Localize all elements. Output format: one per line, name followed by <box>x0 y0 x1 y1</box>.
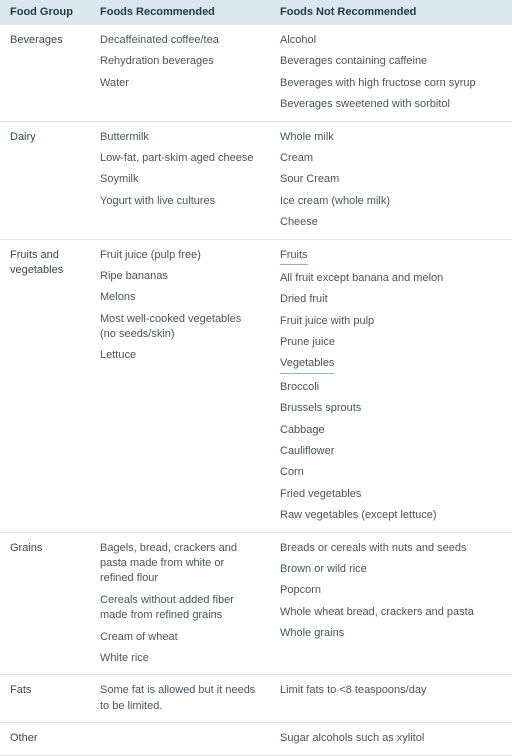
item-list: Fruits All fruit except banana and melon D… <box>280 248 502 524</box>
list-item: Whole wheat bread, crackers and pasta <box>280 605 502 620</box>
list-item: Decaffeinated coffee/tea <box>100 33 260 48</box>
not-recommended-cell: Fruits All fruit except banana and melon D… <box>270 239 512 532</box>
food-group-cell: Beverages <box>0 25 90 122</box>
table-row: GrainsBagels, bread, crackers and pasta … <box>0 532 512 675</box>
not-recommended-cell: Alcohol Beverages containing caffeine Beve… <box>270 25 512 122</box>
list-item: Beverages with high fructose corn syrup <box>280 76 502 91</box>
not-recommended-cell: Sugar alcohols such as xylitol <box>270 723 512 755</box>
recommended-cell <box>90 723 270 755</box>
list-item: Popcorn <box>280 583 502 598</box>
list-item: Cereals without added fiber made from re… <box>100 593 260 624</box>
list-item: Fruit juice (pulp free) <box>100 248 260 263</box>
recommended-cell: Some fat is allowed but it needs to be l… <box>90 675 270 723</box>
subheading-label: Fruits <box>280 248 308 265</box>
table-row: Other Sugar alcohols such as xylitol <box>0 723 512 755</box>
list-item: Beverages sweetened with sorbitol <box>280 97 502 112</box>
list-item: Ice cream (whole milk) <box>280 194 502 209</box>
not-recommended-cell: Breads or cereals with nuts and seeds Bro… <box>270 532 512 675</box>
food-group-cell: Dairy <box>0 121 90 239</box>
column-header-not-recommended: Foods Not Recommended <box>270 0 512 25</box>
list-item: Beverages containing caffeine <box>280 54 502 69</box>
table-header-row: Food Group Foods Recommended Foods Not R… <box>0 0 512 25</box>
list-item: Cabbage <box>280 423 502 438</box>
list-item: All fruit except banana and melon <box>280 271 502 286</box>
item-list: Sugar alcohols such as xylitol <box>280 731 502 746</box>
list-item: Brussels sprouts <box>280 401 502 416</box>
list-item: Cream <box>280 151 502 166</box>
list-item: Sour Cream <box>280 172 502 187</box>
list-item: Breads or cereals with nuts and seeds <box>280 541 502 556</box>
list-item: Whole milk <box>280 130 502 145</box>
item-list: Breads or cereals with nuts and seeds Bro… <box>280 541 502 642</box>
table-row: Fruits and vegetablesFruit juice (pulp f… <box>0 239 512 532</box>
list-item: Some fat is allowed but it needs to be l… <box>100 683 260 714</box>
list-item: Cheese <box>280 215 502 230</box>
not-recommended-cell: Whole milk Cream Sour Cream Ice cream (whol… <box>270 121 512 239</box>
food-group-cell: Other <box>0 723 90 755</box>
list-item: Lettuce <box>100 348 260 363</box>
item-list: Some fat is allowed but it needs to be l… <box>100 683 260 714</box>
list-item: Fried vegetables <box>280 487 502 502</box>
list-item: Limit fats to <8 teaspoons/day <box>280 683 502 698</box>
list-item: Dried fruit <box>280 292 502 307</box>
list-item: Cream of wheat <box>100 630 260 645</box>
item-list: Decaffeinated coffee/tea Rehydration beve… <box>100 33 260 91</box>
item-list: Buttermilk Low-fat, part-skim aged cheese… <box>100 130 260 210</box>
list-item: Rehydration beverages <box>100 54 260 69</box>
list-item: Ripe bananas <box>100 269 260 284</box>
list-item: Water <box>100 76 260 91</box>
list-item: Prune juice <box>280 335 502 350</box>
table-row: Dairy Buttermilk Low-fat, part-skim aged c… <box>0 121 512 239</box>
food-group-cell: Fruits and vegetables <box>0 239 90 532</box>
list-item: Buttermilk <box>100 130 260 145</box>
item-list: Bagels, bread, crackers and pasta made f… <box>100 541 260 667</box>
list-item: Fruit juice with pulp <box>280 314 502 329</box>
list-item: Sugar alcohols such as xylitol <box>280 731 502 746</box>
not-recommended-cell: Limit fats to <8 teaspoons/day <box>270 675 512 723</box>
list-item: Most well-cooked vegetables (no seeds/sk… <box>100 312 260 343</box>
recommended-cell: Buttermilk Low-fat, part-skim aged cheese… <box>90 121 270 239</box>
recommended-cell: Bagels, bread, crackers and pasta made f… <box>90 532 270 675</box>
list-item: Cauliflower <box>280 444 502 459</box>
list-item: Bagels, bread, crackers and pasta made f… <box>100 541 260 587</box>
list-item: Corn <box>280 465 502 480</box>
recommended-cell: Decaffeinated coffee/tea Rehydration beve… <box>90 25 270 122</box>
list-item: Low-fat, part-skim aged cheese <box>100 151 260 166</box>
list-item: Broccoli <box>280 380 502 395</box>
list-item: Alcohol <box>280 33 502 48</box>
list-item: Melons <box>100 290 260 305</box>
list-item: Raw vegetables (except lettuce) <box>280 508 502 523</box>
list-item: Yogurt with live cultures <box>100 194 260 209</box>
food-group-cell: Grains <box>0 532 90 675</box>
food-group-cell: Fats <box>0 675 90 723</box>
list-item: White rice <box>100 651 260 666</box>
list-item: Brown or wild rice <box>280 562 502 577</box>
item-list: Fruit juice (pulp free) Ripe bananas Melon… <box>100 248 260 364</box>
list-subheading: Fruits <box>280 248 502 265</box>
subheading-label: Vegetables <box>280 356 334 373</box>
list-item: Soymilk <box>100 172 260 187</box>
recommended-cell: Fruit juice (pulp free) Ripe bananas Melon… <box>90 239 270 532</box>
column-header-group: Food Group <box>0 0 90 25</box>
column-header-recommended: Foods Recommended <box>90 0 270 25</box>
table-row: Fats Some fat is allowed but it needs to … <box>0 675 512 723</box>
table-row: Beverages Decaffeinated coffee/tea Rehydra… <box>0 25 512 122</box>
item-list: Alcohol Beverages containing caffeine Beve… <box>280 33 502 113</box>
item-list: Whole milk Cream Sour Cream Ice cream (whol… <box>280 130 502 231</box>
list-subheading: Vegetables <box>280 356 502 373</box>
list-item: Whole grains <box>280 626 502 641</box>
food-recommendation-table: Food Group Foods Recommended Foods Not R… <box>0 0 512 756</box>
item-list: Limit fats to <8 teaspoons/day <box>280 683 502 698</box>
